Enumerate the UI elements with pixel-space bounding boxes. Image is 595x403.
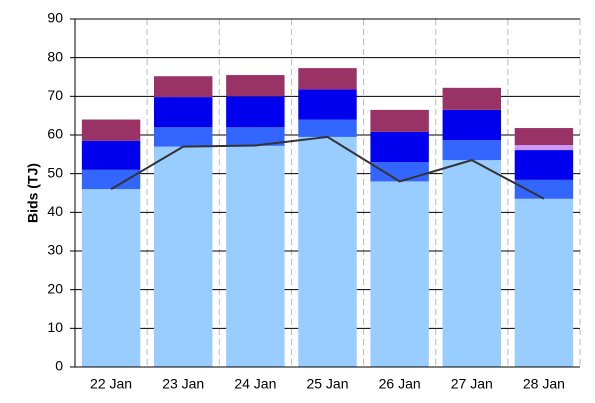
- bar-segment: [226, 127, 285, 146]
- bar-segment: [298, 68, 357, 90]
- bar-segment: [370, 181, 429, 367]
- x-tick-label: 26 Jan: [379, 376, 421, 392]
- x-tick-label: 27 Jan: [451, 376, 493, 392]
- y-tick-label: 10: [47, 319, 63, 335]
- y-axis-label: Bids (TJ): [25, 163, 41, 223]
- bar-segment: [81, 189, 141, 367]
- bar-segment: [370, 162, 429, 182]
- y-tick-label: 60: [47, 126, 63, 142]
- bar-segment: [226, 145, 285, 367]
- bar-segment: [81, 119, 141, 141]
- x-tick-label: 24 Jan: [234, 376, 276, 392]
- bar-segment: [442, 87, 502, 110]
- bar-segment: [81, 140, 141, 170]
- bar-segment: [370, 131, 429, 163]
- y-tick-label: 70: [47, 87, 63, 103]
- line: [110, 135, 545, 200]
- y-tick-label: 40: [47, 203, 63, 219]
- x-tick-label: 25 Jan: [306, 376, 348, 392]
- y-tick-label: 20: [47, 280, 63, 296]
- bar-segment: [298, 136, 357, 367]
- bar-segment: [153, 76, 213, 98]
- y-tick-label: 50: [47, 164, 63, 180]
- bar-segment: [514, 145, 574, 151]
- x-tick-label: 22 Jan: [90, 376, 132, 392]
- y-tick-label: 80: [47, 48, 63, 64]
- bar-segment: [370, 109, 429, 132]
- bar-segment: [442, 140, 502, 161]
- bar-segment: [514, 150, 574, 180]
- x-tick-label: 28 Jan: [523, 376, 565, 392]
- bar-segment: [153, 146, 213, 367]
- bar-segment: [298, 89, 357, 120]
- bar-segment: [514, 128, 574, 146]
- y-tick-label: 30: [47, 242, 63, 258]
- bar-segment: [81, 169, 141, 190]
- bar-segment: [298, 119, 357, 137]
- bar-segment: [153, 127, 213, 147]
- y-tick-label: 90: [47, 10, 63, 26]
- y-tick-label: 0: [55, 358, 63, 374]
- bar-segment: [442, 160, 502, 367]
- x-tick-label: 23 Jan: [162, 376, 204, 392]
- bar-segment: [514, 198, 574, 367]
- bar-segment: [442, 109, 502, 141]
- bar-segment: [226, 75, 285, 97]
- bar-segment: [226, 96, 285, 128]
- bar-segment: [153, 97, 213, 128]
- bar-segment: [514, 179, 574, 199]
